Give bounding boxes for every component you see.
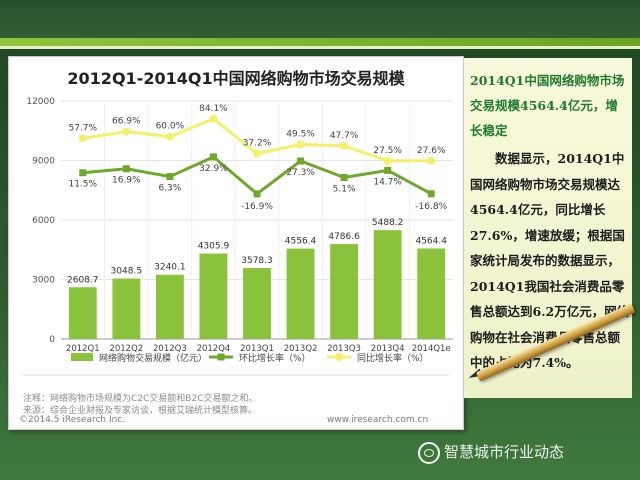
copyright-text: ©2014.5 iResearch Inc. [19, 415, 126, 425]
bar [417, 248, 446, 339]
yoy-label: 66.9% [112, 117, 141, 127]
legend-label-mom: 环比增长率（%） [239, 352, 311, 364]
bar-value-label: 5488.2 [372, 218, 404, 228]
y-tick-label: 0 [49, 335, 55, 345]
y-tick-label: 3000 [32, 276, 55, 286]
point-mom [297, 157, 305, 165]
legend-label-yoy: 同比增长率（%） [357, 352, 429, 364]
x-tick-label: 2012Q3 [153, 344, 187, 354]
yoy-label: 60.0% [156, 122, 185, 132]
bar [112, 278, 141, 339]
watermark: 智慧城市行业动态 [418, 438, 638, 466]
point-yoy [253, 149, 261, 158]
yoy-label: 47.7% [330, 131, 359, 141]
bar [243, 268, 271, 339]
chart-card: 2012Q1-2014Q1中国网络购物市场交易规模 12000 9000 6000 3… [8, 56, 464, 430]
bar-value-label: 3578.3 [241, 256, 273, 266]
mom-label: 11.5% [68, 180, 97, 190]
point-mom [166, 173, 174, 181]
bar [330, 244, 359, 339]
y-tick-label: 9000 [32, 157, 55, 167]
legend-swatch-bar [71, 353, 93, 361]
mom-label: 5.1% [333, 184, 356, 194]
point-mom [209, 153, 217, 161]
point-mom [427, 190, 435, 198]
bar [286, 248, 315, 339]
mom-label: 32.9% [199, 164, 228, 174]
website-link[interactable]: www.iresearch.com.cn [327, 415, 429, 425]
bar-value-label: 2608.7 [67, 275, 99, 285]
footnote-note: 注释：网络购物市场规模为C2C交易额和B2C交易额之和。 [23, 394, 258, 404]
point-yoy [122, 127, 131, 136]
y-tick-label: 6000 [32, 216, 55, 226]
y-tick-label: 12000 [26, 97, 55, 107]
mom-label: 14.7% [373, 177, 402, 187]
mom-label: 27.3% [286, 168, 315, 178]
x-tick-label: 2012Q4 [197, 344, 231, 354]
bar-value-label: 4786.6 [328, 232, 360, 242]
header-rule [0, 38, 640, 46]
bar-value-label: 3240.1 [154, 263, 186, 273]
watermark-text: 智慧城市行业动态 [444, 443, 565, 461]
point-mom [253, 190, 261, 198]
bar-value-label: 3048.5 [111, 267, 143, 277]
legend-label-bar: 网络购物交易规模（亿元） [99, 352, 207, 364]
brand-bar: ©2014.5 iResearch Inc. www.iresearch.com… [9, 413, 463, 429]
wechat-icon [418, 441, 440, 464]
x-tick-label: 2012Q1 [66, 344, 100, 354]
legend-marker-mom [217, 353, 225, 361]
x-tick-label: 2014Q1e [412, 344, 451, 354]
mom-label: -16.9% [241, 202, 273, 212]
footnote-source: 来源：综合企业财报及专家访谈，根据艾瑞统计模型核算。 [23, 406, 258, 416]
summary-headline: 2014Q1中国网络购物市场交易规模4564.4亿元，增长稳定 [470, 73, 625, 138]
top-band [0, 0, 640, 38]
point-yoy [78, 134, 87, 143]
x-tick-label: 2013Q4 [371, 344, 405, 354]
bar-value-label: 4556.4 [285, 237, 317, 247]
mom-label: 16.9% [112, 176, 141, 186]
point-mom [340, 173, 348, 181]
bar [68, 287, 97, 339]
x-tick-label: 2013Q1 [240, 344, 274, 354]
point-yoy [340, 141, 349, 150]
yoy-label: 27.6% [417, 146, 446, 156]
mom-label: 6.3% [158, 184, 181, 194]
yoy-label: 57.7% [68, 123, 97, 133]
point-yoy [209, 114, 218, 123]
bar [155, 274, 184, 339]
yoy-label: 37.2% [243, 139, 272, 149]
point-yoy [427, 156, 436, 165]
yoy-label: 27.5% [373, 146, 402, 156]
x-tick-label: 2013Q2 [284, 344, 318, 354]
chart-svg: 12000 9000 6000 3000 0 2608.7 2012Q1 3048.5 2012… [23, 97, 453, 376]
yoy-label: 49.5% [286, 130, 315, 140]
point-mom [384, 166, 392, 174]
mom-label: -16.8% [415, 202, 447, 212]
bar-value-label: 4564.4 [415, 236, 447, 246]
bar [373, 230, 402, 339]
legend-marker-yoy [335, 353, 343, 361]
x-tick-label: 2012Q2 [109, 344, 143, 354]
bar-value-label: 4305.9 [198, 242, 230, 252]
point-yoy [383, 156, 392, 165]
point-mom [122, 165, 130, 173]
x-tick-label: 2013Q3 [327, 344, 361, 354]
header-rule-light [0, 46, 640, 49]
point-mom [79, 169, 87, 177]
chart-title: 2012Q1-2014Q1中国网络购物市场交易规模 [67, 69, 405, 88]
point-yoy [296, 140, 305, 149]
yoy-label: 84.1% [199, 104, 228, 114]
point-yoy [165, 132, 174, 141]
bar [199, 253, 228, 339]
